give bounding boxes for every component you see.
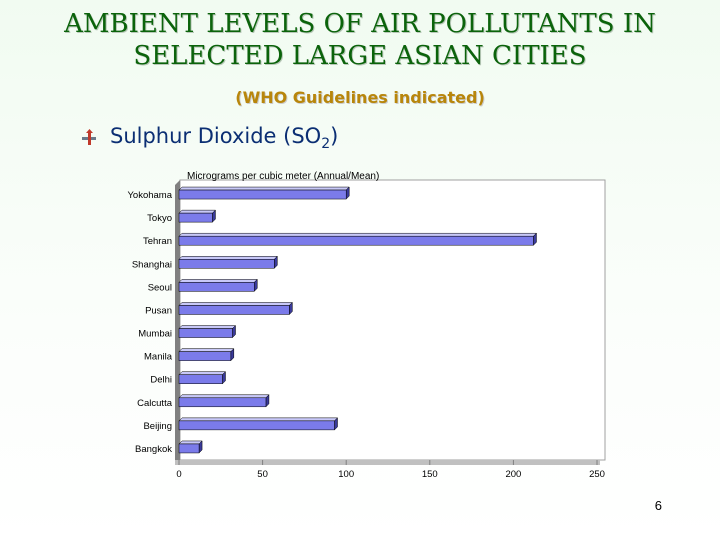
bar [178,394,270,408]
slide-title: AMBIENT LEVELS OF AIR POLLUTANTS IN SELE… [0,8,720,72]
bar [178,301,293,316]
bar-front-face [178,420,335,431]
chart-title: Micrograms per cubic meter (Annual/Mean) [187,171,379,182]
title-line-2: SELECTED LARGE ASIAN CITIES [133,41,587,71]
bar-front-face [178,259,275,269]
bar [178,209,217,223]
category-label: Calcutta [137,398,173,409]
category-label: Manila [144,352,173,363]
page-number: 6 [654,498,662,513]
category-label: Tehran [143,236,172,247]
bar-top-face [178,186,350,191]
bullet-label: Sulphur Dioxide (SO2) [110,124,338,152]
bar-front-face [178,305,290,315]
bar [178,348,235,362]
bar [178,232,538,246]
category-label: Bangkok [135,444,172,455]
bar-top-face [178,256,278,260]
bar-front-face [178,351,232,361]
bar-front-face [178,374,223,384]
bullet-item: Sulphur Dioxide (SO2) [80,124,338,152]
bar-top-face [178,394,270,399]
bar [178,186,350,200]
bar [178,417,339,431]
bar-front-face [178,328,233,338]
bar-top-face [178,348,235,352]
x-tick-label: 250 [589,469,605,480]
category-label: Delhi [150,375,172,386]
bullet-label-close: ) [330,124,339,148]
category-label: Shanghai [132,259,172,270]
bullet-label-subscript: 2 [321,136,331,153]
bar-front-face [178,282,255,292]
bar [178,324,237,339]
bar [178,255,278,269]
bar-front-face [178,189,347,200]
plot-frame [179,179,606,461]
bar-front-face [178,397,267,408]
x-tick-label: 150 [422,469,438,480]
category-label: Mumbai [138,329,172,340]
bar-top-face [178,279,258,283]
category-label: Beijing [143,421,172,432]
x-tick-label: 50 [257,469,268,480]
bar [178,278,258,292]
bar-top-face [178,440,203,445]
bar-top-face [178,325,237,329]
title-line-1: AMBIENT LEVELS OF AIR POLLUTANTS IN [64,9,656,39]
category-label: Yokohama [127,190,172,201]
bar-top-face [178,371,227,375]
bar-front-face [178,212,213,223]
bar-front-face [178,235,534,246]
plot-depth-wall [175,180,180,465]
slide-subtitle: (WHO Guidelines indicated) [235,88,485,107]
plot-floor [175,460,600,465]
bar [178,440,203,454]
category-label: Seoul [148,282,172,293]
bar-top-face [178,209,217,214]
arrow-bullet-icon [82,129,96,146]
bullet-label-main: Sulphur Dioxide (SO [110,124,322,148]
bar-front-face [178,443,200,454]
bar-top-face [178,232,538,237]
bar-top-face [178,302,293,306]
category-label: Tokyo [147,213,172,224]
x-tick-label: 100 [338,469,354,480]
bar [178,371,227,385]
x-tick-label: 200 [505,469,521,480]
bar-top-face [178,417,339,422]
category-label: Pusan [145,305,172,316]
x-tick-label: 0 [176,469,181,480]
